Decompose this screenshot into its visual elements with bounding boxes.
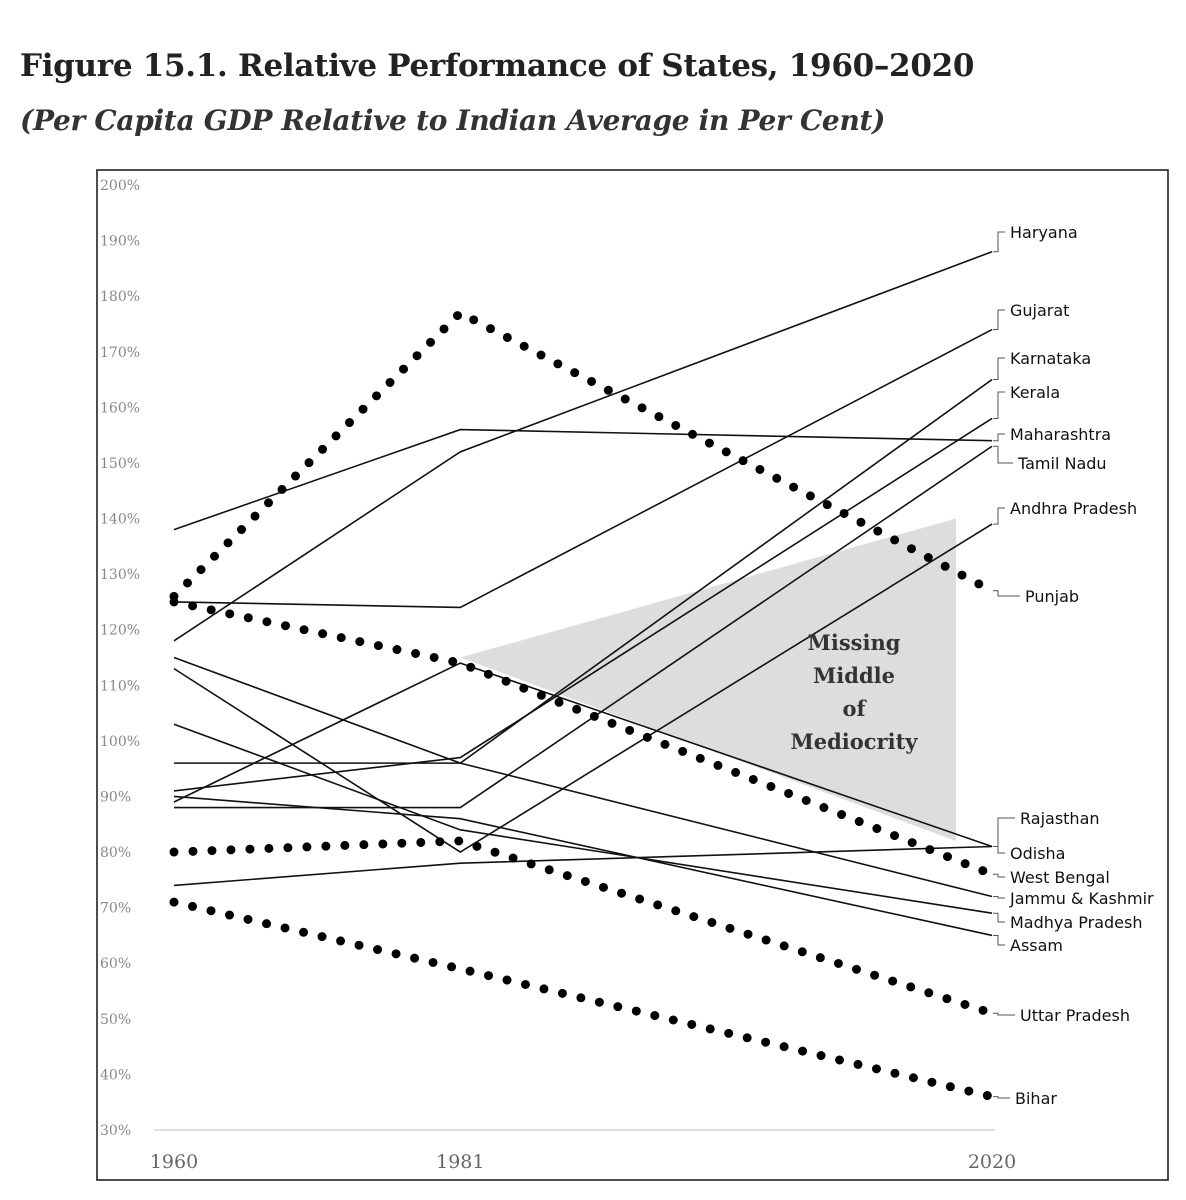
- label-leader: [993, 391, 1005, 419]
- series-label: Assam: [1010, 936, 1063, 955]
- series-label: Maharashtra: [1010, 425, 1111, 444]
- label-leader: [993, 433, 1005, 442]
- series-line-dotted: [169, 897, 997, 1102]
- y-tick-label: 100%: [100, 734, 140, 750]
- y-tick-label: 130%: [100, 567, 140, 583]
- y-tick-label: 140%: [100, 512, 140, 528]
- y-tick-label: 40%: [100, 1067, 131, 1083]
- series-line: [173, 523, 993, 854]
- y-tick-label: 90%: [100, 789, 131, 805]
- y-tick-label: 50%: [100, 1012, 131, 1028]
- label-leader: [993, 873, 1005, 878]
- label-leader: [993, 507, 1005, 525]
- series-line-dotted: [169, 597, 997, 879]
- label-leader: [993, 896, 1005, 899]
- y-tick-label: 120%: [100, 623, 140, 639]
- label-leader: [993, 912, 1005, 923]
- series-label: Tamil Nadu: [1017, 454, 1107, 473]
- label-leader: [993, 590, 1020, 597]
- series-label: West Bengal: [1010, 868, 1110, 887]
- y-tick-label: 190%: [100, 234, 140, 250]
- y-tick-label: 80%: [100, 845, 131, 861]
- x-tick-label: 1981: [436, 1151, 484, 1173]
- label-leader: [993, 1096, 1010, 1099]
- chart-subtitle: (Per Capita GDP Relative to Indian Avera…: [20, 104, 886, 137]
- y-tick-label: 70%: [100, 901, 131, 917]
- annotation-text: Mediocrity: [790, 729, 918, 754]
- annotation-text: of: [842, 696, 867, 721]
- series-label: Odisha: [1010, 844, 1065, 863]
- y-tick-label: 150%: [100, 456, 140, 472]
- series-label: Karnataka: [1010, 349, 1091, 368]
- series-label: Kerala: [1010, 383, 1060, 402]
- label-leader: [993, 846, 1005, 854]
- label-leader: [993, 445, 1013, 464]
- annotation-text: Missing: [808, 630, 901, 655]
- series-label: Andhra Pradesh: [1010, 499, 1137, 518]
- y-tick-label: 110%: [100, 678, 140, 694]
- y-tick-label: 60%: [100, 956, 131, 972]
- y-tick-label: 30%: [100, 1123, 131, 1139]
- series-label: Gujarat: [1010, 301, 1069, 320]
- series-label: Punjab: [1025, 587, 1079, 606]
- series-line: [173, 428, 993, 531]
- series-line: [173, 250, 993, 642]
- series-label: Jammu & Kashmir: [1009, 889, 1154, 908]
- label-leader: [993, 934, 1005, 946]
- chart-title: Figure 15.1. Relative Performance of Sta…: [20, 48, 975, 84]
- y-tick-label: 160%: [100, 400, 140, 416]
- series-line: [173, 328, 993, 609]
- series-line: [173, 417, 993, 792]
- missing-middle-region: [460, 518, 956, 841]
- series-line-dotted: [169, 836, 997, 1018]
- x-tick-label: 2020: [968, 1151, 1016, 1173]
- series-label: Madhya Pradesh: [1010, 913, 1143, 932]
- annotation-text: Middle: [813, 663, 895, 688]
- y-tick-label: 200%: [100, 178, 140, 194]
- series-line: [173, 795, 993, 937]
- label-leader: [993, 357, 1005, 381]
- x-tick-label: 1960: [150, 1151, 198, 1173]
- y-tick-label: 180%: [100, 289, 140, 305]
- series-label: Uttar Pradesh: [1020, 1006, 1130, 1025]
- series-line: [173, 723, 993, 914]
- plot-frame: [96, 169, 1169, 1181]
- y-tick-label: 170%: [100, 345, 140, 361]
- label-leader: [993, 817, 1015, 847]
- series-line: [173, 656, 993, 898]
- series-line: [173, 662, 993, 848]
- label-leader: [993, 1012, 1015, 1016]
- series-label: Rajasthan: [1020, 809, 1100, 828]
- series-line-dotted: [169, 307, 997, 601]
- series-label: Haryana: [1010, 223, 1078, 242]
- label-leader: [993, 231, 1005, 253]
- label-leader: [993, 309, 1005, 331]
- series-label: Bihar: [1015, 1089, 1057, 1108]
- series-line: [174, 445, 993, 809]
